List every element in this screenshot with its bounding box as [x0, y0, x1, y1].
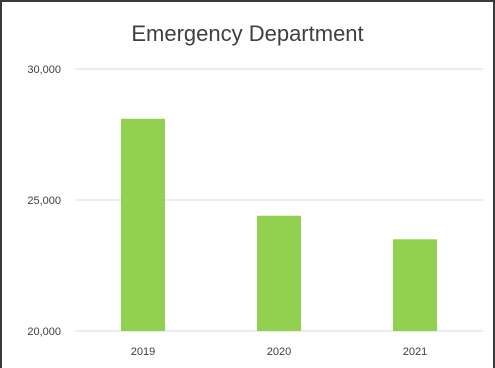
- bar-2020: [257, 215, 301, 331]
- x-tick-label: 2019: [131, 346, 155, 358]
- chart-title: Emergency Department: [131, 21, 364, 46]
- bar-2019: [121, 118, 165, 331]
- y-tick-label: 20,000: [27, 326, 61, 338]
- x-tick-label: 2020: [267, 346, 291, 358]
- bar-2021: [393, 239, 437, 331]
- y-tick-label: 25,000: [27, 195, 61, 207]
- x-tick-label: 2021: [403, 346, 427, 358]
- y-tick-label: 30,000: [27, 64, 61, 76]
